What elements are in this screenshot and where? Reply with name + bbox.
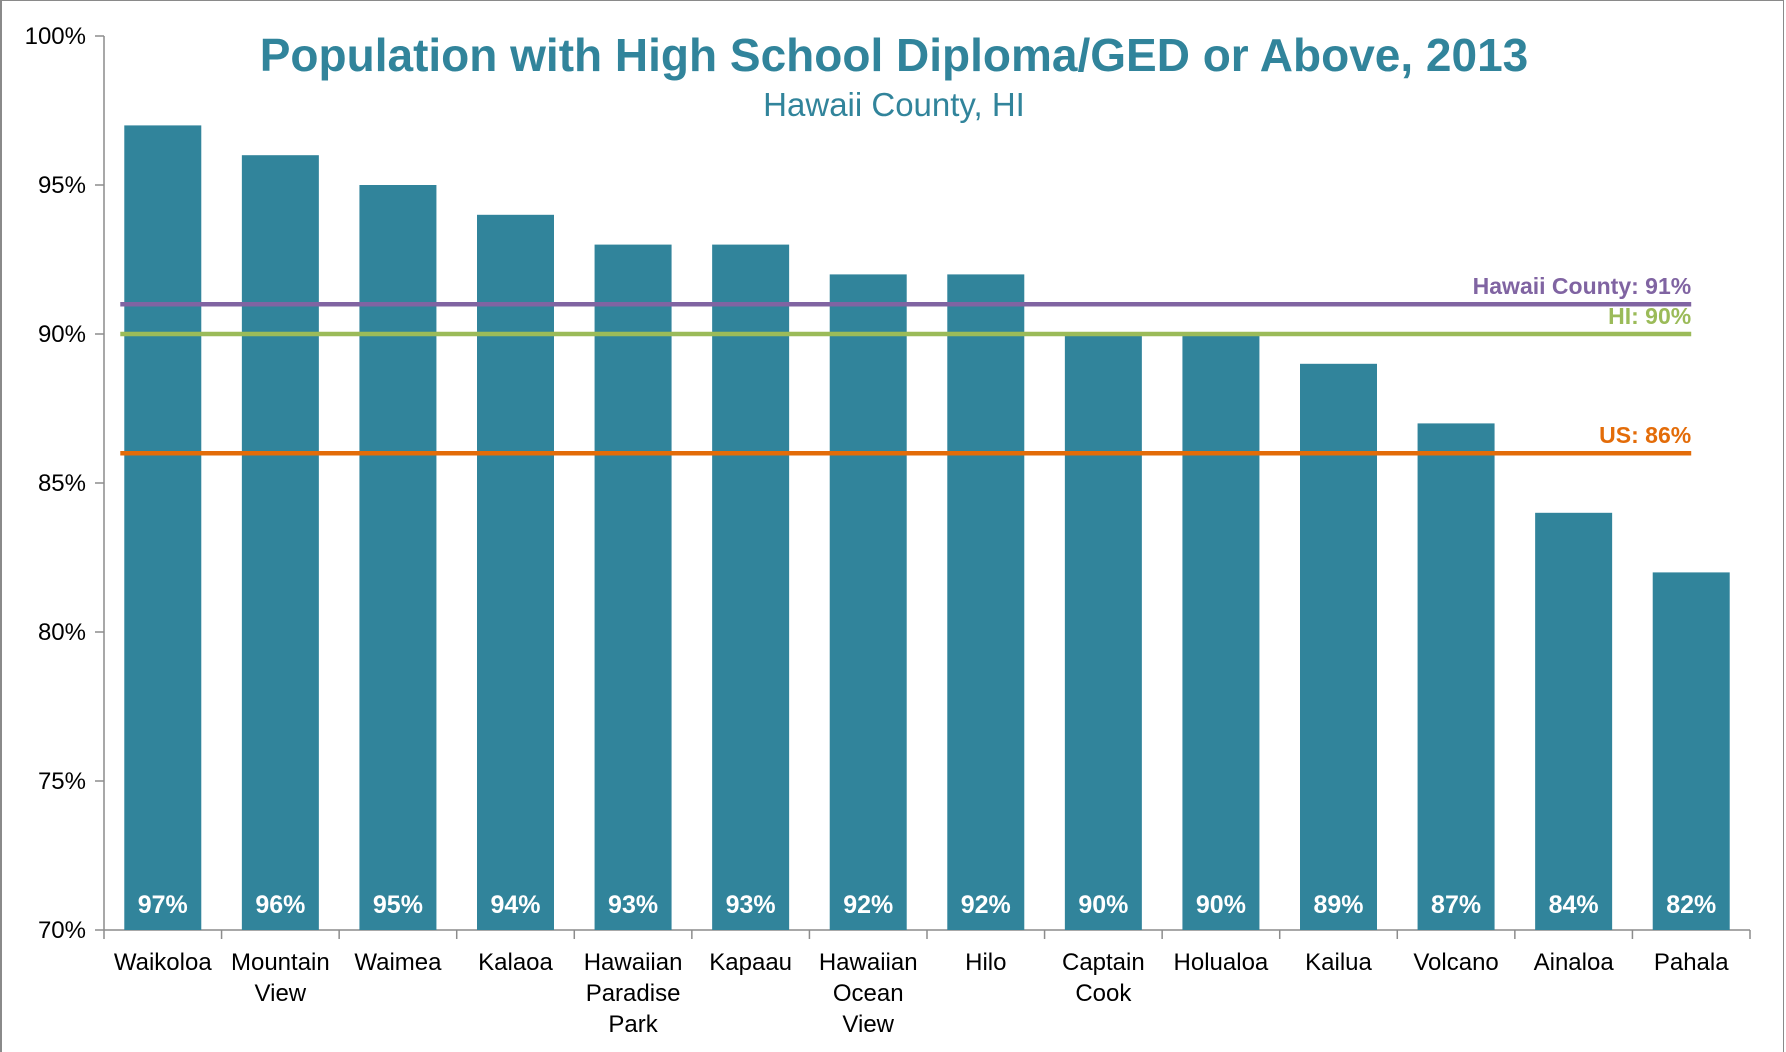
- reference-line-label: US: 86%: [1599, 422, 1691, 448]
- bars: 97% 96% 95% 94% 93% 93% 92% 92% 90% 90% 89% 87% 84% 8…: [124, 125, 1730, 931]
- y-tick-label: 95%: [38, 172, 86, 199]
- data-label: 94%: [490, 891, 540, 919]
- data-label: 93%: [726, 891, 776, 919]
- y-tick-label: 90%: [38, 321, 86, 348]
- bar: [124, 125, 202, 930]
- x-tick-label: Waimea: [354, 949, 442, 976]
- x-tick-label: Mountain View: [231, 949, 330, 1007]
- reference-line-label: Hawaii County: 91%: [1473, 273, 1692, 299]
- data-label: 90%: [1196, 891, 1246, 919]
- bar: [1417, 423, 1495, 930]
- x-tick-label: Captain Cook: [1062, 949, 1145, 1007]
- data-label: 92%: [961, 891, 1011, 919]
- chart-title: Population with High School Diploma/GED …: [260, 29, 1529, 81]
- bar: [594, 244, 672, 931]
- x-axis: Waikoloa Mountain View Waimea Kalaoa Hawaiian…: [103, 929, 1751, 1038]
- data-label: 89%: [1313, 891, 1363, 919]
- reference-line-label: HI: 90%: [1608, 303, 1691, 329]
- bar: [359, 185, 437, 930]
- data-label: 87%: [1431, 891, 1481, 919]
- y-tick-label: 75%: [38, 768, 86, 795]
- chart-subtitle: Hawaii County, HI: [763, 86, 1025, 123]
- x-tick-label: Kalaoa: [478, 949, 553, 976]
- data-label: 84%: [1549, 891, 1599, 919]
- bar: [1300, 363, 1377, 930]
- bar: [947, 274, 1025, 930]
- x-tick-label: Ainaloa: [1534, 949, 1615, 976]
- bar: [829, 274, 907, 930]
- data-label: 97%: [138, 891, 188, 919]
- x-tick-label: Pahala: [1654, 949, 1729, 976]
- bar: [712, 244, 790, 931]
- x-tick-label: Holualoa: [1174, 949, 1269, 976]
- y-axis: 70% 75% 80% 85% 90% 95% 100%: [25, 23, 105, 944]
- x-tick-label: Hawaiian Ocean View: [819, 949, 918, 1038]
- bar: [1652, 572, 1730, 930]
- bar: [1064, 334, 1142, 930]
- reference-lines: Hawaii County: 91% HI: 90% US: 86%: [120, 273, 1692, 456]
- x-tick-label: Kapaau: [709, 949, 792, 976]
- data-label: 90%: [1078, 891, 1128, 919]
- y-tick-label: 100%: [25, 23, 86, 50]
- y-tick-label: 80%: [38, 619, 86, 646]
- data-label: 92%: [843, 891, 893, 919]
- data-label: 95%: [373, 891, 423, 919]
- data-label: 93%: [608, 891, 658, 919]
- bar: [1182, 334, 1260, 930]
- bar: [241, 155, 319, 930]
- x-tick-label: Hawaiian Paradise Park: [584, 949, 683, 1038]
- data-label: 82%: [1666, 891, 1716, 919]
- data-label: 96%: [255, 891, 305, 919]
- x-tick-label: Hilo: [965, 949, 1006, 976]
- x-tick-label: Waikoloa: [114, 949, 212, 976]
- x-tick-label: Kailua: [1305, 949, 1372, 976]
- bar: [1535, 512, 1613, 930]
- x-tick-label: Volcano: [1413, 949, 1498, 976]
- bar: [477, 214, 554, 931]
- y-tick-label: 85%: [38, 470, 86, 497]
- y-tick-label: 70%: [38, 917, 86, 944]
